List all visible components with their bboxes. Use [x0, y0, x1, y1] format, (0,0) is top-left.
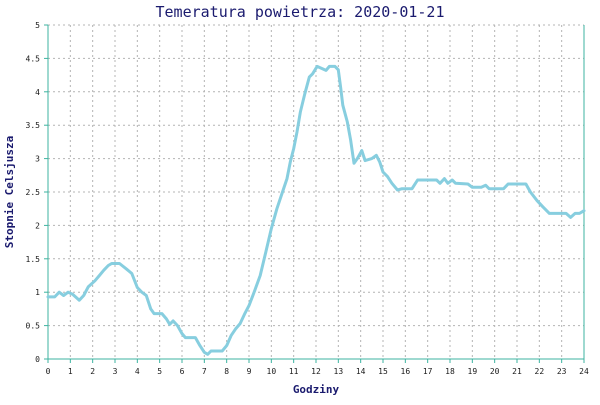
- x-tick-label: 16: [401, 367, 411, 376]
- y-tick-label: 2: [35, 221, 40, 230]
- x-tick-label: 18: [445, 367, 455, 376]
- y-tick-label: 0: [35, 355, 40, 364]
- x-tick-label: 1: [68, 367, 73, 376]
- x-tick-label: 7: [202, 367, 207, 376]
- y-axis-title: Stopnie Celsjusza: [3, 136, 16, 249]
- x-tick-label: 9: [247, 367, 252, 376]
- x-tick-label: 4: [135, 367, 140, 376]
- x-tick-label: 15: [378, 367, 388, 376]
- y-tick-label: 5: [35, 21, 40, 30]
- x-tick-label: 14: [356, 367, 366, 376]
- x-tick-label: 22: [535, 367, 545, 376]
- x-tick-label: 24: [579, 367, 589, 376]
- y-tick-label: 1: [35, 288, 40, 297]
- tick-labels: 0 1 2 3 4 5 6 7 8 9 10 11 12 13 14 15 16 17 18 19 20 21 22 23 24…: [26, 21, 589, 376]
- x-tick-label: 8: [224, 367, 229, 376]
- y-tick-label: 3.5: [26, 121, 41, 130]
- x-tick-label: 17: [423, 367, 433, 376]
- x-tick-label: 23: [557, 367, 567, 376]
- series-line-temperature: [46, 64, 586, 356]
- chart-title: Temeratura powietrza: 2020-01-21: [156, 3, 445, 21]
- x-tick-label: 11: [289, 367, 299, 376]
- x-tick-label: 2: [90, 367, 95, 376]
- y-tick-label: 2.5: [26, 188, 41, 197]
- x-tick-label: 3: [113, 367, 118, 376]
- x-tick-label: 21: [512, 367, 522, 376]
- grid-lines: [48, 24, 585, 359]
- series-layer: [46, 64, 586, 356]
- x-tick-label: 0: [46, 367, 51, 376]
- x-tick-label: 13: [334, 367, 344, 376]
- x-tick-label: 6: [180, 367, 185, 376]
- x-axis-title: Godziny: [293, 383, 340, 396]
- axes: [44, 24, 585, 363]
- y-tick-label: 4.5: [26, 54, 41, 63]
- y-tick-label: 1.5: [26, 255, 41, 264]
- y-tick-label: 0.5: [26, 322, 41, 331]
- x-tick-label: 10: [267, 367, 277, 376]
- x-tick-label: 12: [311, 367, 321, 376]
- y-tick-label: 3: [35, 155, 40, 164]
- x-tick-label: 5: [157, 367, 162, 376]
- y-tick-label: 4: [35, 88, 40, 97]
- x-tick-label: 20: [490, 367, 500, 376]
- x-tick-label: 19: [468, 367, 478, 376]
